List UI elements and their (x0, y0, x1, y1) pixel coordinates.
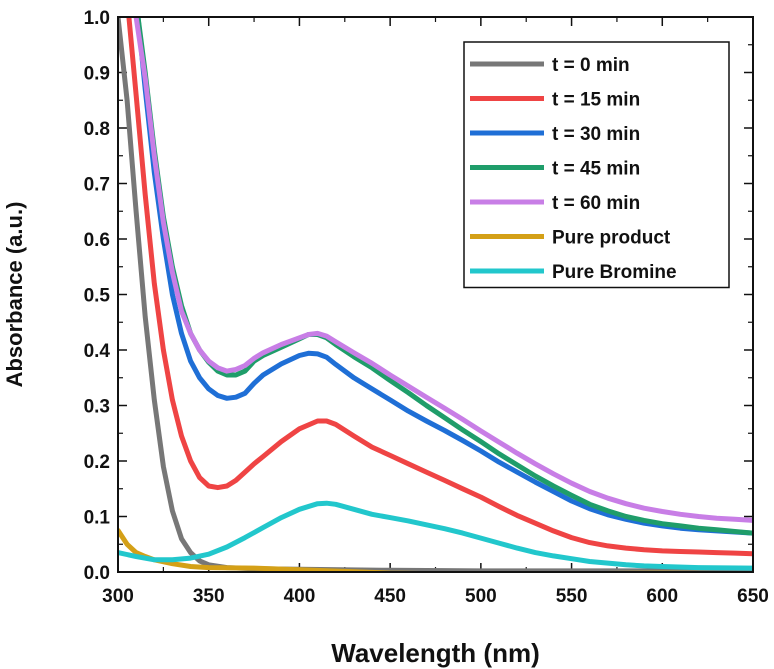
legend-box (463, 41, 730, 289)
legend: t = 0 min t = 15 min t = 30 min t = 45 min t… (463, 41, 730, 289)
x-tick-label: 300 (102, 586, 134, 607)
y-tick-label: 0.9 (84, 64, 110, 85)
y-tick-label: 0.8 (84, 119, 110, 140)
legend-label-1: t = 15 min (552, 90, 640, 111)
series-line-4 (133, 17, 753, 523)
series-line-0 (118, 17, 753, 572)
series-lines (118, 17, 753, 572)
x-axis-title: Wavelength (nm) (331, 638, 539, 668)
x-tick-label: 450 (374, 586, 406, 607)
x-tick-label: 400 (284, 586, 316, 607)
y-tick-label: 0.1 (84, 508, 111, 529)
y-tick-label: 0.2 (84, 452, 110, 473)
y-tick-label: 0.0 (84, 563, 110, 584)
y-tick-labels: 0.0 0.1 0.2 0.3 0.4 0.5 0.6 0.7 0.8 0.9 1.0 (84, 8, 111, 584)
x-tick-labels: 300 350 400 450 500 550 600 650 (102, 586, 769, 607)
legend-label-2: t = 30 min (552, 124, 640, 145)
series-line-1 (126, 17, 753, 557)
y-tick-label: 0.3 (84, 397, 110, 418)
y-axis-title: Absorbance (a.u.) (2, 202, 27, 388)
y-tick-label: 0.5 (84, 286, 111, 307)
y-tick-label: 0.6 (84, 230, 110, 251)
x-tick-label: 650 (737, 586, 769, 607)
legend-label-0: t = 0 min (552, 55, 630, 76)
x-tick-label: 600 (646, 586, 678, 607)
series-line-5 (118, 527, 753, 572)
y-tick-label: 0.7 (84, 175, 110, 196)
x-tick-label: 500 (465, 586, 497, 607)
series-line-6 (118, 500, 753, 571)
y-tick-label: 0.4 (84, 341, 111, 362)
legend-label-4: t = 60 min (552, 193, 640, 214)
legend-label-5: Pure product (552, 228, 671, 249)
x-tick-label: 350 (193, 586, 225, 607)
legend-label-6: Pure Bromine (552, 262, 677, 283)
x-tick-label: 550 (556, 586, 588, 607)
legend-label-3: t = 45 min (552, 159, 640, 180)
plot-frame (117, 16, 754, 573)
y-tick-label: 1.0 (84, 8, 110, 29)
series-line-2 (135, 17, 753, 536)
